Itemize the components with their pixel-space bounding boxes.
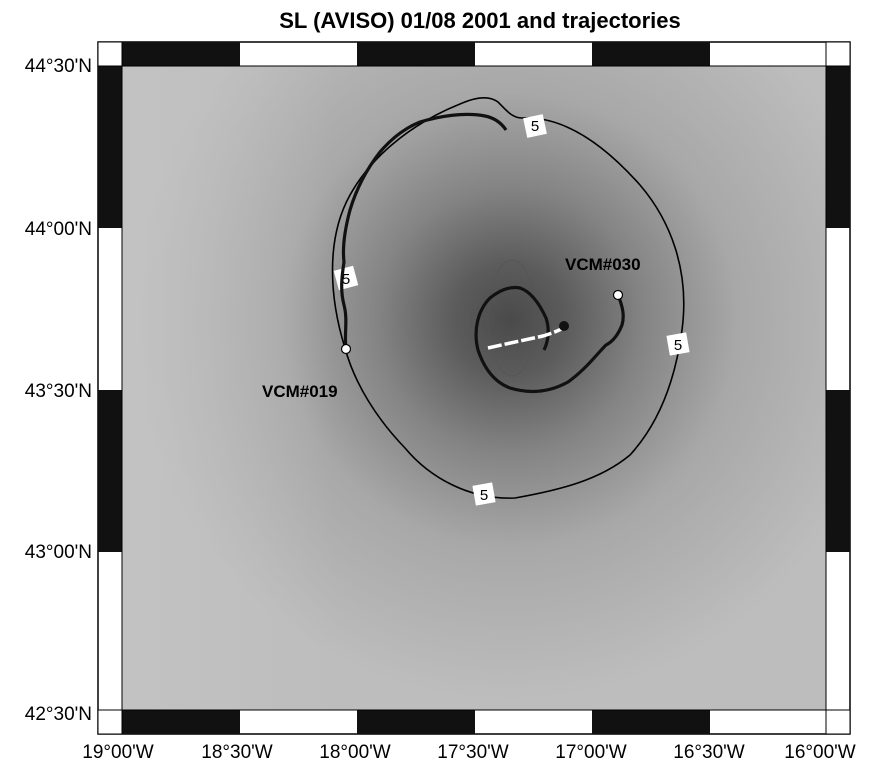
- y-tick-label: 43°30'N: [25, 381, 92, 402]
- vcm030-start-marker: [612, 289, 624, 301]
- x-tick-label: 16°30'W: [673, 742, 744, 763]
- trajectory-end-marker: [559, 321, 569, 331]
- contour-label-left: 5: [333, 265, 359, 291]
- x-axis: 19°00'W 18°30'W 18°00'W 17°30'W 17°00'W …: [82, 742, 855, 763]
- y-axis: 44°30'N 44°00'N 43°30'N 43°00'N 42°30'N: [25, 56, 92, 725]
- vcm019-start-marker: [340, 343, 352, 355]
- svg-text:5: 5: [531, 118, 539, 135]
- contour-label-right: 5: [666, 332, 690, 356]
- trajectory-vcm030: [474, 285, 625, 393]
- map-title: SL (AVISO) 01/08 2001 and trajectories: [279, 8, 680, 33]
- x-tick-label: 18°30'W: [201, 742, 272, 763]
- inner-contour: [487, 259, 537, 377]
- svg-text:5: 5: [342, 271, 350, 288]
- y-tick-label: 44°30'N: [25, 56, 92, 77]
- contour-label-bottom: 5: [472, 482, 496, 506]
- svg-text:5: 5: [674, 337, 682, 354]
- sea-level-field: [121, 65, 827, 711]
- y-tick-label: 42°30'N: [25, 704, 92, 725]
- trajectory-white-segment: [487, 325, 566, 350]
- float-label-vcm030: VCM#030: [565, 255, 641, 274]
- float-label-vcm019: VCM#019: [262, 382, 338, 401]
- y-tick-label: 44°00'N: [25, 219, 92, 240]
- x-tick-label: 19°00'W: [82, 742, 153, 763]
- x-tick-label: 17°00'W: [555, 742, 626, 763]
- x-tick-label: 18°00'W: [319, 742, 390, 763]
- y-tick-label: 43°00'N: [25, 542, 92, 563]
- contour-label-top: 5: [523, 114, 547, 138]
- trajectory-vcm019: [340, 112, 508, 349]
- x-tick-label: 16°00'W: [784, 742, 855, 763]
- x-tick-label: 17°30'W: [437, 742, 508, 763]
- svg-text:5: 5: [480, 487, 488, 504]
